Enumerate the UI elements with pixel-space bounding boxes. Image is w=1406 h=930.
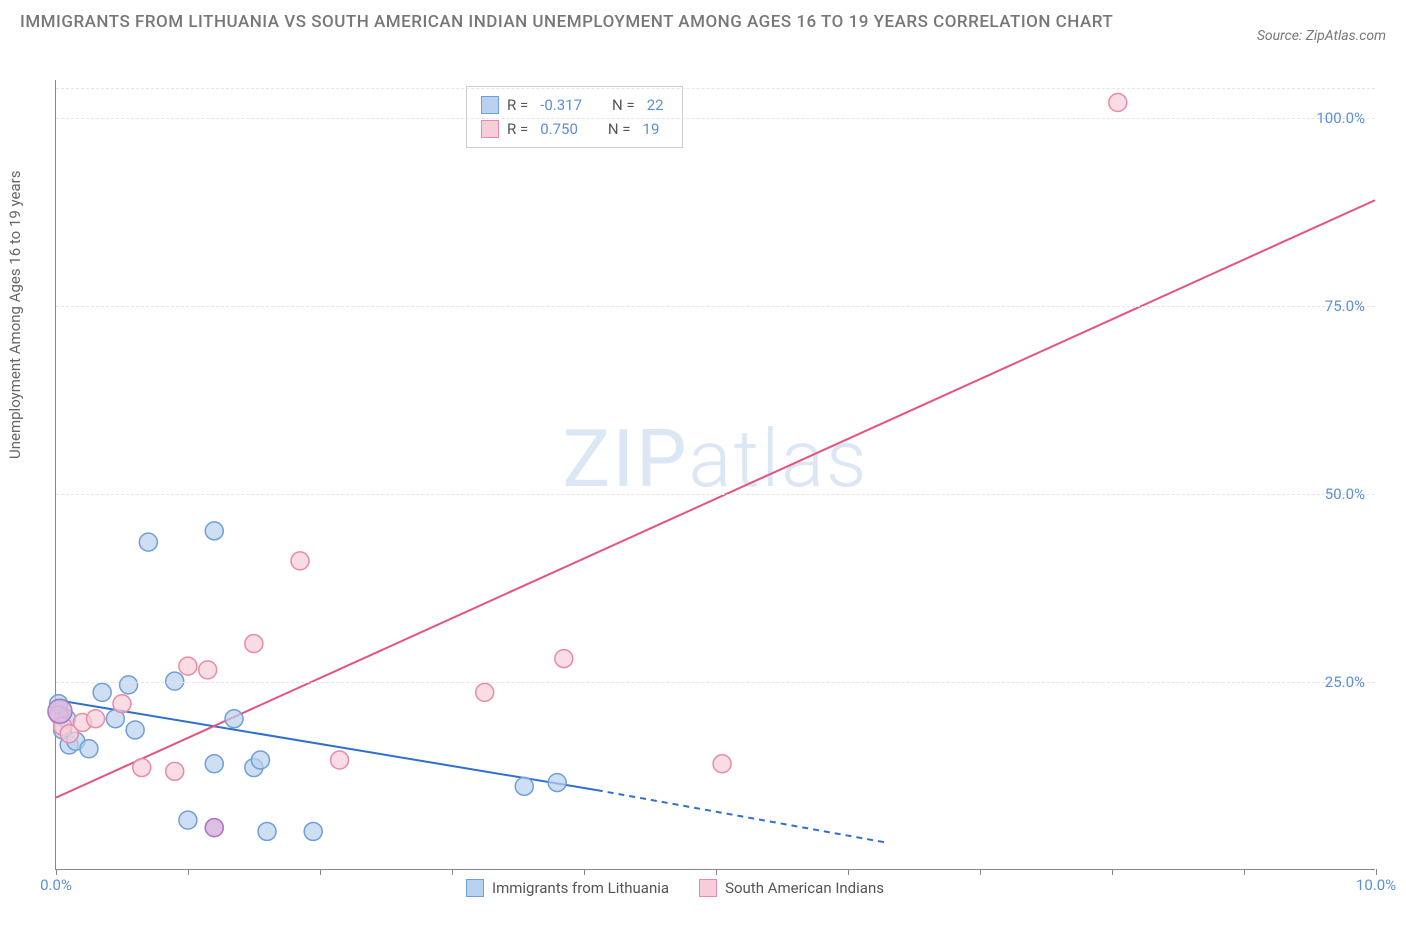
- n-value-1: 22: [647, 93, 664, 117]
- data-point-overlap: [205, 819, 223, 837]
- n-value-2: 19: [643, 117, 660, 141]
- x-tick: [1112, 869, 1113, 875]
- data-point: [87, 710, 105, 728]
- y-axis-label: Unemployment Among Ages 16 to 19 years: [6, 171, 24, 459]
- data-point: [258, 822, 276, 840]
- x-tick-label: 10.0%: [1356, 876, 1396, 894]
- trendline-dashed: [597, 790, 887, 843]
- r-value-2: 0.750: [540, 117, 578, 141]
- data-point: [139, 533, 157, 551]
- n-label: N =: [612, 93, 635, 117]
- legend-item-2: South American Indians: [699, 879, 884, 897]
- scatter-svg: [56, 80, 1375, 869]
- data-point: [291, 552, 309, 570]
- data-point: [225, 710, 243, 728]
- legend-swatch-2: [481, 120, 499, 138]
- chart-title: IMMIGRANTS FROM LITHUANIA VS SOUTH AMERI…: [20, 10, 1113, 36]
- y-tick-label: 75.0%: [1325, 297, 1365, 315]
- x-tick: [1244, 869, 1245, 875]
- legend-swatch-1b: [466, 879, 484, 897]
- legend-row-series-2: R = 0.750 N = 19: [481, 117, 668, 141]
- data-point: [245, 635, 263, 653]
- gridline: [56, 88, 1375, 89]
- x-tick: [1376, 869, 1377, 875]
- legend-row-series-1: R = -0.317 N = 22: [481, 93, 668, 117]
- gridline: [56, 494, 1375, 495]
- r-label: R =: [507, 93, 528, 117]
- trendline: [56, 200, 1375, 797]
- series-legend: Immigrants from Lithuania South American…: [466, 879, 884, 897]
- data-point: [120, 676, 138, 694]
- series-name-1: Immigrants from Lithuania: [492, 879, 669, 897]
- legend-swatch-1: [481, 96, 499, 114]
- data-point: [166, 762, 184, 780]
- data-point: [476, 683, 494, 701]
- data-point: [133, 759, 151, 777]
- x-tick: [848, 869, 849, 875]
- data-point-overlap: [48, 699, 72, 723]
- y-tick-label: 50.0%: [1325, 485, 1365, 503]
- data-point: [113, 695, 131, 713]
- data-point: [93, 683, 111, 701]
- trendline: [56, 700, 597, 790]
- gridline: [56, 682, 1375, 683]
- n-label: N =: [608, 117, 631, 141]
- series-name-2: South American Indians: [725, 879, 884, 897]
- data-point: [304, 822, 322, 840]
- data-point: [205, 522, 223, 540]
- x-tick: [188, 869, 189, 875]
- legend-swatch-2b: [699, 879, 717, 897]
- data-point: [548, 774, 566, 792]
- gridline: [56, 118, 1375, 119]
- data-point: [251, 751, 269, 769]
- r-label: R =: [507, 117, 528, 141]
- x-tick: [980, 869, 981, 875]
- data-point: [199, 661, 217, 679]
- x-tick: [320, 869, 321, 875]
- data-point: [126, 721, 144, 739]
- legend-item-1: Immigrants from Lithuania: [466, 879, 669, 897]
- source-attribution: Source: ZipAtlas.com: [1257, 28, 1386, 44]
- data-point: [80, 740, 98, 758]
- x-tick: [716, 869, 717, 875]
- data-point: [515, 777, 533, 795]
- data-point: [1109, 94, 1127, 112]
- chart-plot-area: ZIPatlas R = -0.317 N = 22 R = 0.750 N =…: [55, 80, 1375, 870]
- y-tick-label: 25.0%: [1325, 673, 1365, 691]
- r-value-1: -0.317: [540, 93, 582, 117]
- data-point: [179, 811, 197, 829]
- data-point: [555, 650, 573, 668]
- data-point: [205, 755, 223, 773]
- x-tick: [452, 869, 453, 875]
- x-tick: [56, 869, 57, 875]
- data-point: [179, 657, 197, 675]
- data-point: [713, 755, 731, 773]
- x-tick: [584, 869, 585, 875]
- x-tick-label: 0.0%: [40, 876, 72, 894]
- gridline: [56, 306, 1375, 307]
- data-point: [331, 751, 349, 769]
- y-tick-label: 100.0%: [1316, 109, 1365, 127]
